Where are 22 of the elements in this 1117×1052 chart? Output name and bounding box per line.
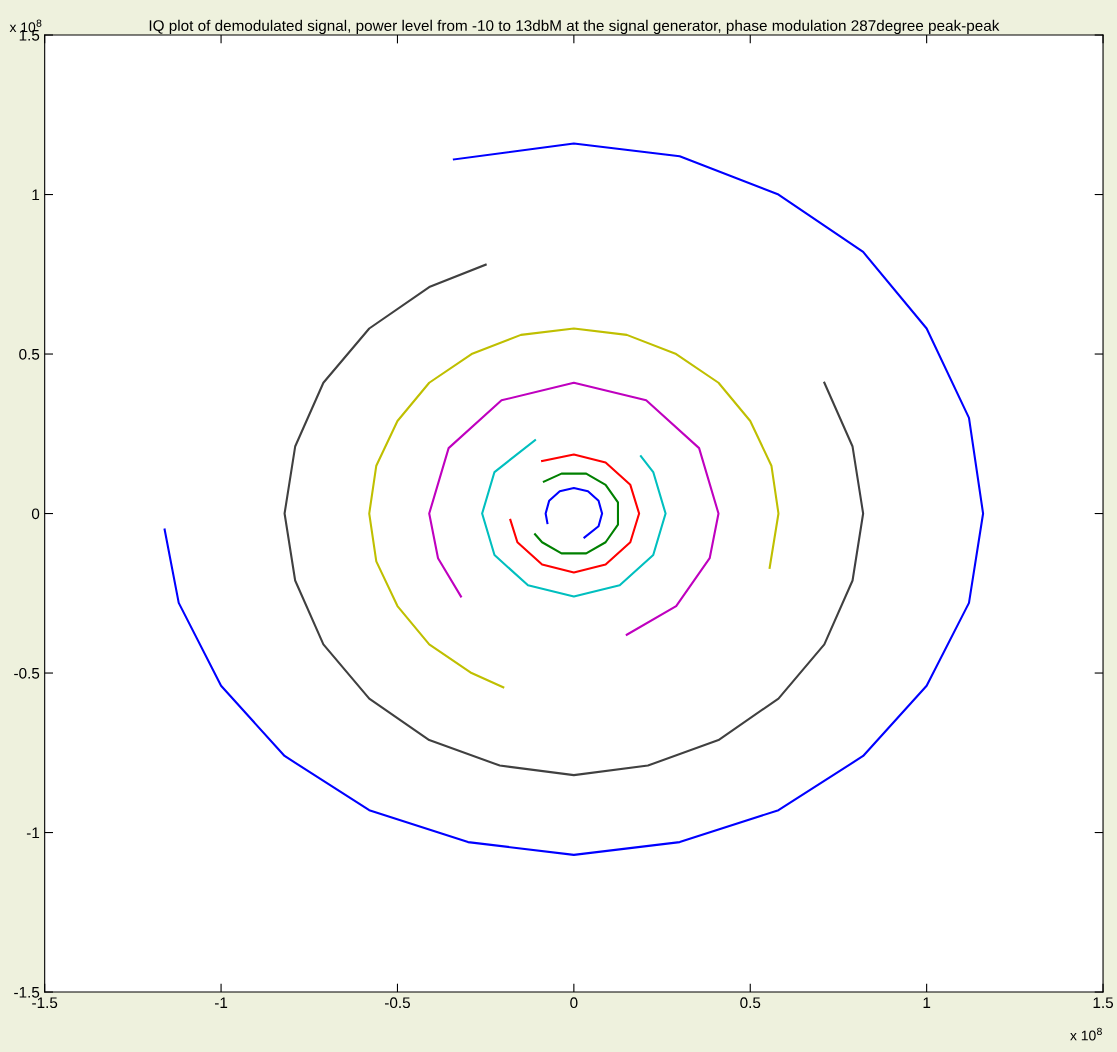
line-series <box>509 453 641 574</box>
x-tick-label: 0 <box>570 997 578 1009</box>
y-tick-label: -1 <box>26 827 40 839</box>
y-tick-label: 0 <box>31 508 40 520</box>
x-tick-label: -1 <box>214 997 228 1008</box>
line-series <box>428 381 720 636</box>
y-tick-label: -1.5 <box>14 987 40 998</box>
chart-title: IQ plot of demodulated signal, power level from -10 to 13dbM at the signal generator, phase modulation 287degree peak-peak <box>149 19 1000 35</box>
line-series <box>283 263 865 777</box>
x-tick-label: 1 <box>923 997 931 1008</box>
line-series <box>544 486 604 539</box>
y-tick-label: 1 <box>32 189 40 201</box>
x-tick-label: 0.5 <box>740 997 761 1009</box>
line-series <box>481 439 667 598</box>
line-series <box>163 142 985 856</box>
x-tick-label: -0.5 <box>384 997 410 1009</box>
line-series <box>368 327 780 689</box>
x-tick-label: 1.5 <box>1093 997 1114 1009</box>
line-series <box>534 472 619 555</box>
y-tick-label: 0.5 <box>19 348 40 360</box>
y-tick-label: -0.5 <box>14 667 40 679</box>
text: x 10$^{8}$ <box>1070 1027 1102 1041</box>
